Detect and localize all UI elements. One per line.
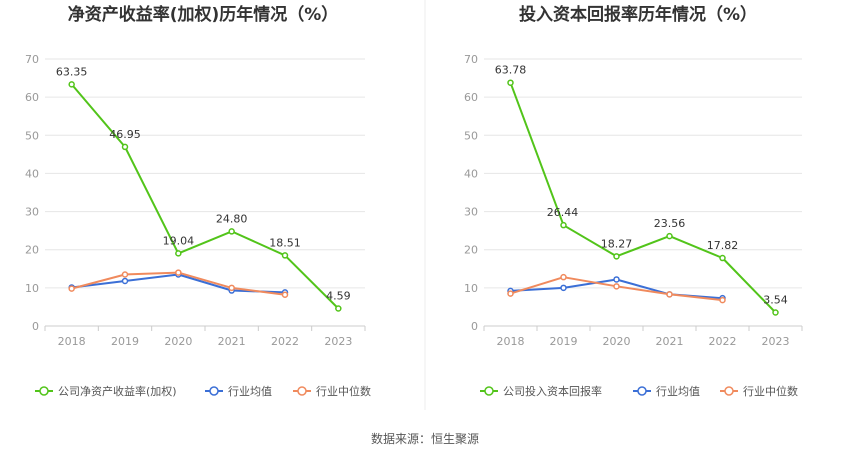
y-tick-label: 60 xyxy=(464,91,478,104)
y-tick-label: 20 xyxy=(25,244,39,257)
data-label: 23.56 xyxy=(654,217,686,230)
y-tick-label: 0 xyxy=(32,320,39,333)
x-tick-label: 2020 xyxy=(603,335,631,348)
legend-swatch-marker xyxy=(484,386,494,396)
data-point xyxy=(175,269,182,276)
y-tick-label: 40 xyxy=(25,167,39,180)
chart-title: 投入资本回报率历年情况（%） xyxy=(519,4,757,25)
y-tick-label: 10 xyxy=(464,282,478,295)
y-tick-label: 50 xyxy=(25,129,39,142)
x-tick-label: 2022 xyxy=(709,335,737,348)
legend-swatch-marker xyxy=(724,386,734,396)
data-point xyxy=(228,228,235,235)
data-point xyxy=(335,305,342,312)
legend-item: 公司投入资本回报率 xyxy=(480,384,602,398)
data-label: 18.51 xyxy=(269,236,301,249)
y-tick-label: 50 xyxy=(464,129,478,142)
data-point xyxy=(507,290,514,297)
x-tick-label: 2021 xyxy=(656,335,684,348)
legend-item: 行业中位数 xyxy=(720,384,798,398)
data-point xyxy=(68,285,75,292)
data-point xyxy=(719,254,726,262)
y-tick-label: 10 xyxy=(25,282,39,295)
x-tick-label: 2019 xyxy=(111,335,139,348)
legend-label: 公司投入资本回报率 xyxy=(503,384,602,398)
legend-swatch-marker xyxy=(637,386,647,396)
x-tick-label: 2018 xyxy=(497,335,525,348)
x-tick-label: 2023 xyxy=(324,335,352,348)
data-point xyxy=(121,143,129,151)
data-label: 24.80 xyxy=(216,212,248,225)
data-point xyxy=(560,221,567,229)
data-point xyxy=(507,79,514,86)
data-label: 26.44 xyxy=(547,206,579,219)
data-label: 18.27 xyxy=(601,237,633,250)
data-label: 4.59 xyxy=(326,289,351,302)
y-tick-label: 60 xyxy=(25,91,39,104)
x-tick-label: 2019 xyxy=(550,335,578,348)
legend-label: 行业均值 xyxy=(228,385,272,398)
data-point xyxy=(228,284,235,292)
legend-label: 行业均值 xyxy=(656,385,700,398)
data-point xyxy=(772,309,779,316)
data-label: 19.04 xyxy=(163,234,195,247)
y-tick-label: 70 xyxy=(25,53,39,66)
legend-swatch-marker xyxy=(297,386,307,396)
data-point xyxy=(666,291,673,298)
data-point xyxy=(666,232,673,240)
y-tick-label: 30 xyxy=(464,206,478,219)
y-tick-label: 0 xyxy=(471,320,478,333)
legend-swatch-marker xyxy=(39,386,49,396)
data-point xyxy=(121,277,129,285)
chart-title: 净资产收益率(加权)历年情况（%） xyxy=(68,4,339,25)
data-point xyxy=(68,81,75,88)
data-point xyxy=(281,252,289,259)
data-label: 63.78 xyxy=(495,64,527,77)
data-label: 46.95 xyxy=(109,128,141,141)
data-point xyxy=(281,291,289,298)
legend-item: 行业中位数 xyxy=(293,384,371,398)
data-point xyxy=(613,253,620,260)
data-label: 63.35 xyxy=(56,65,88,78)
chart-panel-2: 投入资本回报率历年情况（%） 0 10 20 30 40 50 60 70 2018 2019 202… xyxy=(464,4,803,398)
data-point xyxy=(613,276,620,283)
source-label: 数据来源：恒生聚源 xyxy=(371,431,479,446)
x-tick-label: 2023 xyxy=(762,335,790,348)
data-point xyxy=(719,296,726,304)
data-point xyxy=(560,273,567,281)
legend-label: 公司净资产收益率(加权) xyxy=(58,384,177,398)
legend-label: 行业中位数 xyxy=(743,384,798,398)
data-point xyxy=(121,271,129,278)
legend-item: 行业均值 xyxy=(633,385,700,398)
data-label: 17.82 xyxy=(707,239,739,252)
series-line xyxy=(70,83,340,310)
series-line xyxy=(509,82,777,314)
legend-item: 行业均值 xyxy=(205,385,272,398)
data-point xyxy=(560,284,567,292)
x-tick-label: 2020 xyxy=(164,335,192,348)
x-tick-label: 2021 xyxy=(218,335,246,348)
x-tick-label: 2022 xyxy=(271,335,299,348)
y-tick-label: 20 xyxy=(464,244,478,257)
legend-swatch-marker xyxy=(209,386,219,396)
legend-item: 公司净资产收益率(加权) xyxy=(35,384,177,398)
data-point xyxy=(175,250,182,257)
y-tick-label: 30 xyxy=(25,206,39,219)
y-tick-label: 70 xyxy=(464,53,478,66)
legend-label: 行业中位数 xyxy=(316,384,371,398)
chart-panel-1: 净资产收益率(加权)历年情况（%） 0 10 20 30 40 50 60 70 2018 2019… xyxy=(25,4,371,398)
data-label: 3.54 xyxy=(763,293,788,306)
x-tick-label: 2018 xyxy=(58,335,86,348)
y-tick-label: 40 xyxy=(464,167,478,180)
data-point xyxy=(613,283,620,290)
